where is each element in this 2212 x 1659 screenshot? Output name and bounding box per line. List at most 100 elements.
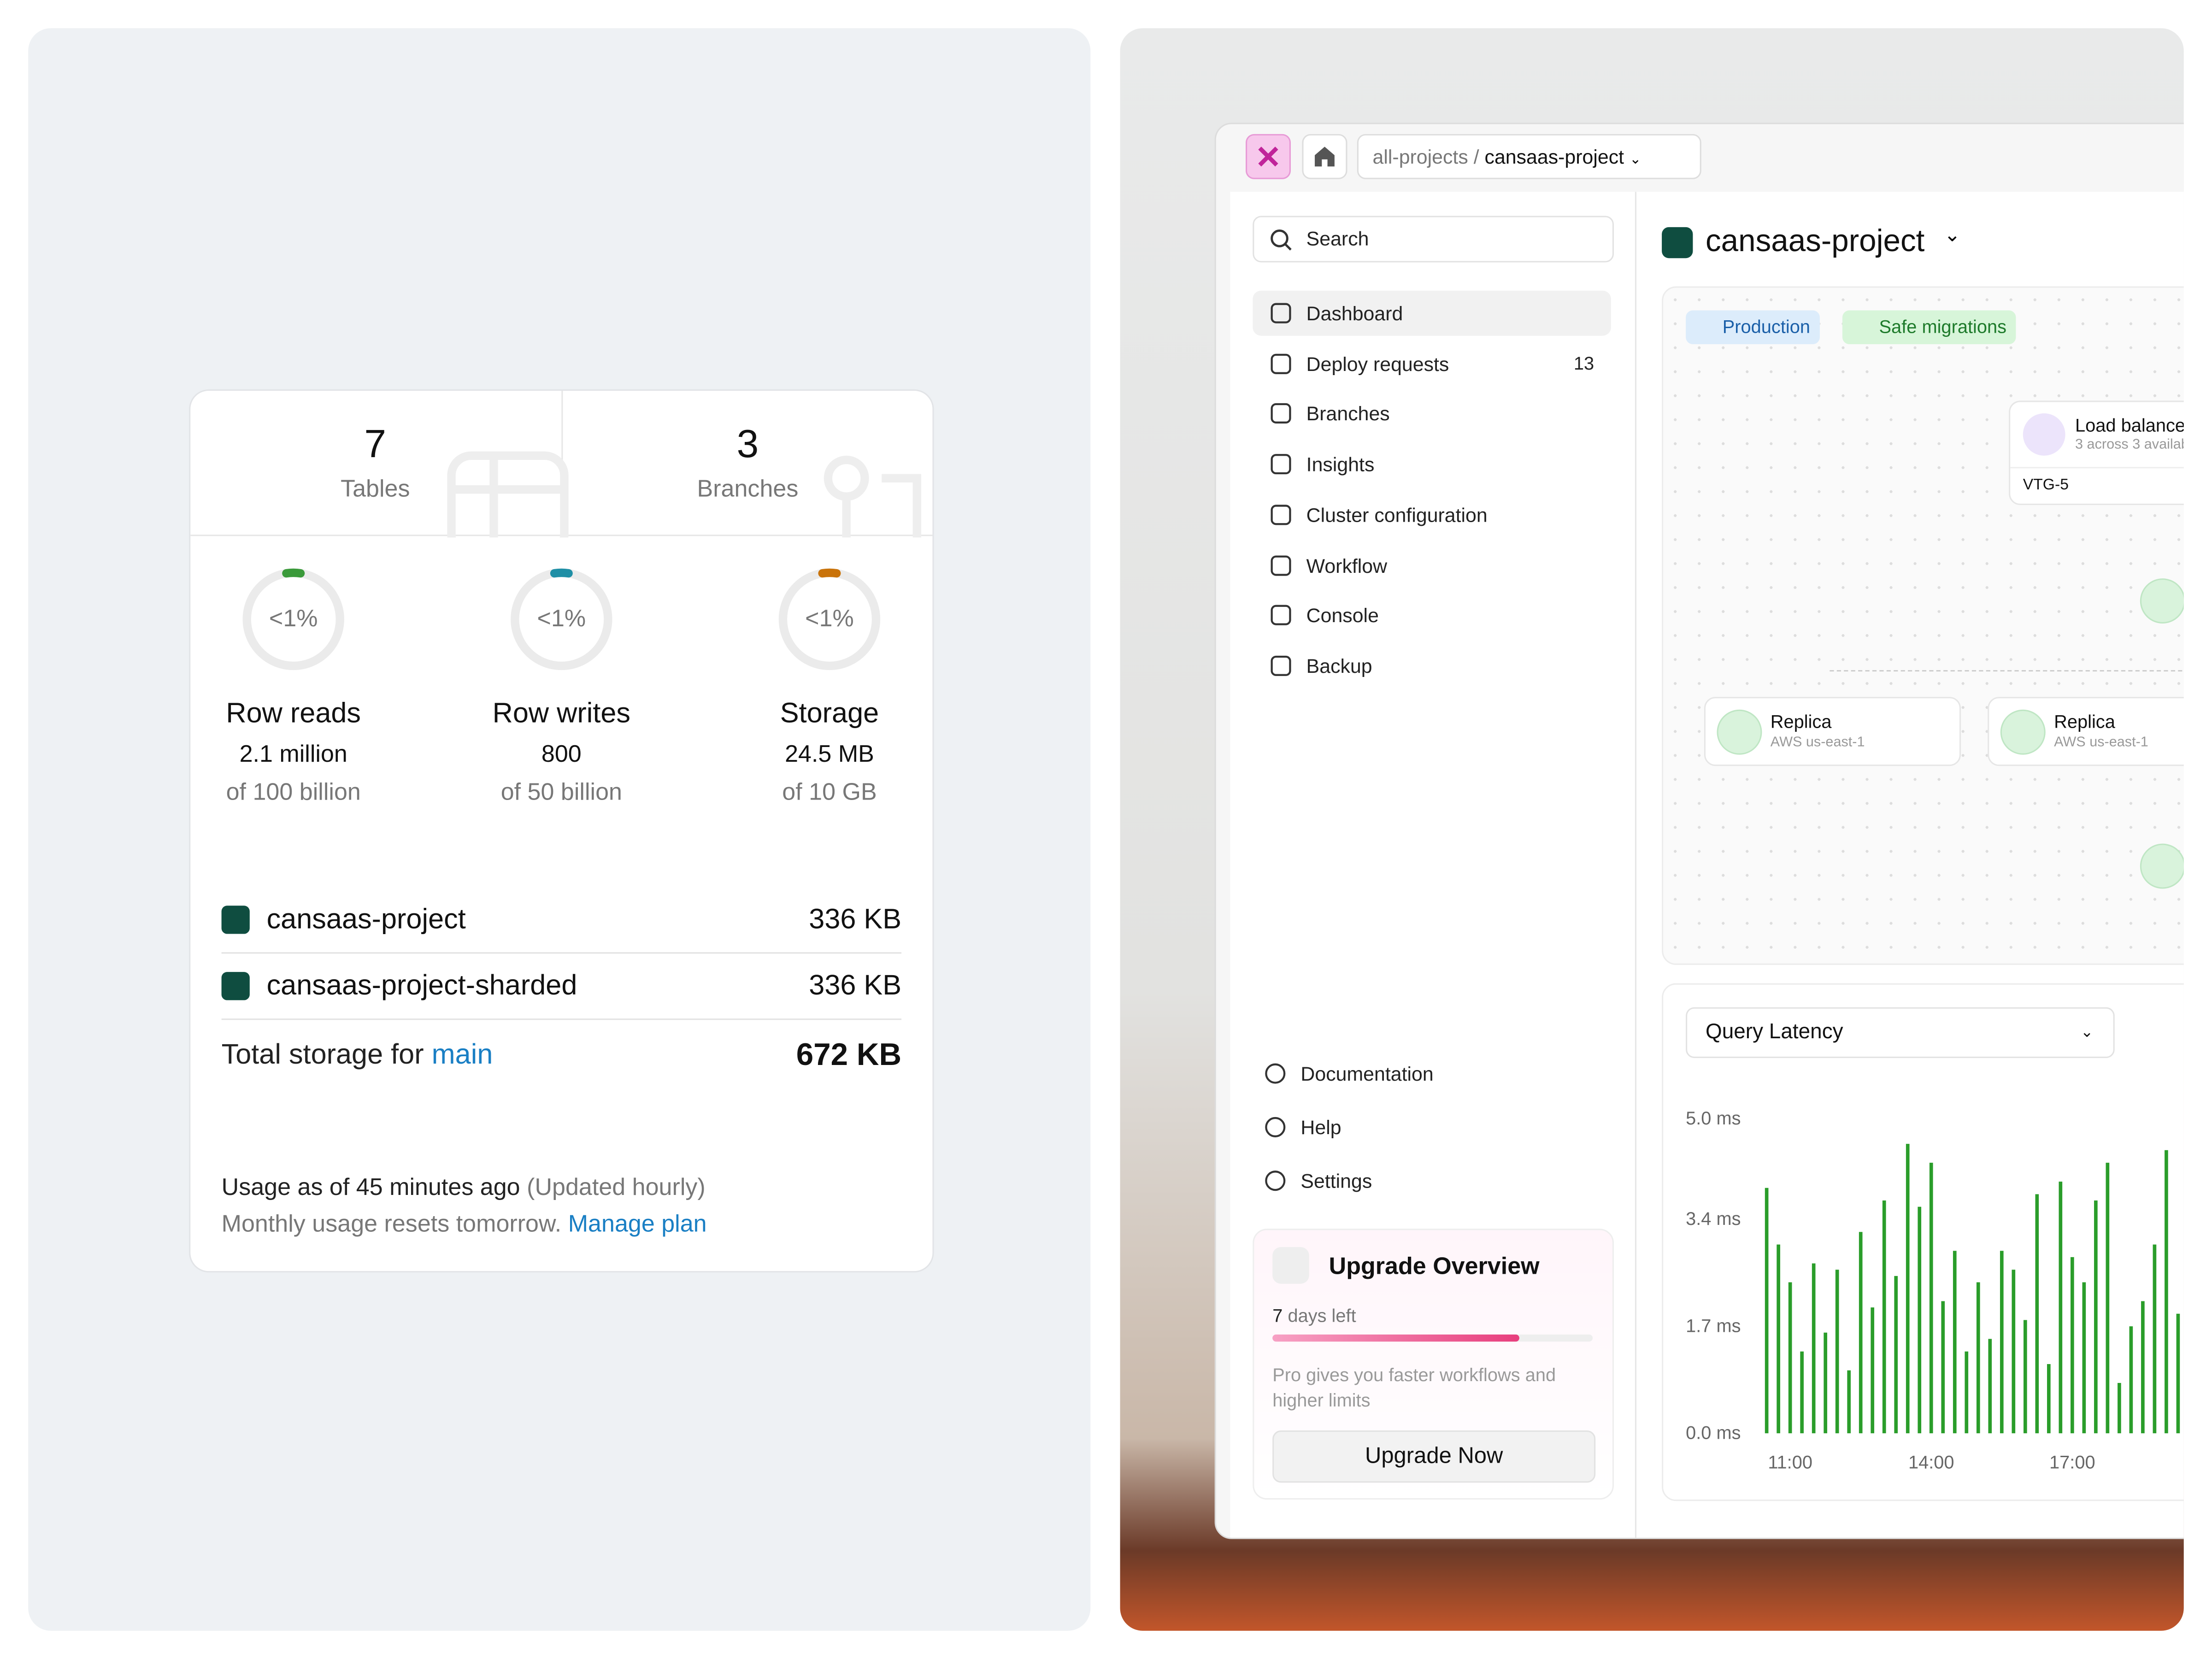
gauge-label: <1%	[537, 605, 586, 632]
nav-icon	[1271, 404, 1291, 424]
nav-icon	[1271, 454, 1291, 475]
manage-plan-link[interactable]: Manage plan	[568, 1210, 707, 1237]
db-size: 336 KB	[809, 971, 902, 1002]
node-icon[interactable]	[2140, 843, 2184, 889]
bar	[2118, 1382, 2121, 1434]
nav-label: Deploy requests	[1306, 352, 1449, 375]
chevron[interactable]: ⌄	[1944, 223, 1961, 246]
main-area: cansaas-project ⌄ Production Safe migrat…	[1636, 192, 2184, 1538]
progress-track	[1272, 1334, 1593, 1342]
shape	[1271, 229, 1292, 251]
nav-label: Branches	[1306, 402, 1390, 425]
text: Search	[1306, 227, 1369, 250]
nav-item[interactable]: Insights	[1253, 441, 1611, 487]
nav-icon	[1271, 554, 1291, 576]
shape	[824, 455, 869, 501]
bar	[1941, 1301, 1945, 1434]
shape: 3 across 3 availability zones	[2075, 437, 2184, 453]
meter-used: 800	[541, 741, 582, 768]
shape: Load balancers	[2075, 414, 2184, 436]
nav-item[interactable]: Cluster configuration	[1253, 492, 1611, 537]
shape	[1315, 147, 1335, 167]
nav-item[interactable]: Workflow	[1253, 542, 1611, 588]
stat-label: Tables	[341, 475, 410, 502]
shape	[2000, 709, 2046, 755]
total-size: 672 KB	[796, 1036, 902, 1072]
nav-label: Console	[1306, 604, 1379, 627]
nav-label: Settings	[1300, 1169, 1372, 1192]
shape: Replica	[2054, 711, 2115, 732]
y-tick-label: 0.0 ms	[1686, 1423, 1741, 1443]
breadcrumb[interactable]: all-projects / cansaas-project ⌄	[1357, 134, 1701, 179]
bar	[1800, 1351, 1804, 1434]
gauge-label: <1%	[269, 605, 318, 632]
shape	[1258, 147, 1278, 167]
bar	[2106, 1163, 2110, 1434]
x-tick-label: 11:00	[1768, 1453, 1812, 1473]
load-balancer-node[interactable]: Load balancers 3 across 3 availability z…	[2009, 400, 2184, 505]
y-tick-label: 1.7 ms	[1686, 1316, 1741, 1336]
nav-label: Insights	[1306, 453, 1375, 476]
bar	[2035, 1194, 2039, 1434]
nav-item[interactable]: Console	[1253, 593, 1611, 638]
bar	[2176, 1313, 2180, 1434]
search-box[interactable]: Search	[1253, 216, 1614, 263]
bar	[2094, 1200, 2098, 1434]
db-name[interactable]: cansaas-project	[266, 904, 466, 935]
nav-label: Cluster configuration	[1306, 503, 1488, 526]
text: 7	[1272, 1305, 1283, 1326]
nav-item[interactable]: Backup	[1253, 643, 1611, 688]
latency-panel: Query Latency ⌄ 0.0 ms 1.7 ms 3.4 ms 5.0 ms 1…	[1662, 983, 2184, 1501]
reset-note: Monthly usage resets tomorrow. Manage pl…	[222, 1211, 707, 1239]
bar	[1894, 1276, 1898, 1434]
stat-label: Branches	[697, 475, 799, 502]
metric-select[interactable]: Query Latency ⌄	[1686, 1007, 2115, 1058]
home-button[interactable]	[1302, 134, 1347, 179]
db-name[interactable]: cansaas-project-sharded	[266, 971, 577, 1002]
meter-limit: of 10 GB	[782, 778, 877, 806]
x-tick-label: 14:00	[1908, 1453, 1954, 1473]
bar	[2059, 1182, 2063, 1434]
text: days left	[1288, 1305, 1356, 1326]
branch-link[interactable]: main	[431, 1040, 493, 1071]
shape: AWS us-east-1	[2054, 735, 2148, 751]
upgrade-button[interactable]: Upgrade Now	[1272, 1430, 1596, 1483]
db-icon	[221, 972, 250, 1000]
replica-node[interactable]: Replica AWS us-east-1	[1988, 697, 2184, 766]
bar	[2000, 1251, 2004, 1434]
icon-shape	[1265, 1171, 1286, 1191]
nav-item[interactable]: Documentation	[1247, 1051, 1606, 1096]
meter-used: 24.5 MB	[785, 741, 874, 768]
shape: Replica	[1770, 711, 1832, 732]
shape	[1315, 147, 1335, 167]
nav-label: Backup	[1306, 654, 1372, 677]
meter-name: Storage	[780, 698, 879, 729]
icon-shape	[1271, 303, 1291, 324]
icon-shape	[1271, 605, 1291, 626]
bar	[1929, 1163, 1933, 1434]
usage-card: Total storage for main 672 KB Usage as o…	[189, 389, 934, 1273]
text: cansaas-project	[1484, 145, 1624, 168]
nav-item[interactable]: Branches	[1253, 391, 1611, 436]
nav-icon	[1265, 1117, 1286, 1137]
upgrade-text: Pro gives you faster workflows and highe…	[1272, 1364, 1556, 1411]
node-icon[interactable]	[2140, 578, 2184, 624]
nav-icon	[1271, 303, 1291, 324]
project-title[interactable]: cansaas-project	[1705, 223, 1925, 259]
nav-item[interactable]: Dashboard	[1253, 290, 1611, 336]
text: ⌄	[2080, 1024, 2094, 1041]
bar	[1777, 1244, 1780, 1434]
nav-item[interactable]: Help	[1247, 1105, 1606, 1150]
bar	[2071, 1257, 2074, 1434]
nav-label: Workflow	[1306, 553, 1388, 577]
x-tick-label: 17:00	[2049, 1453, 2095, 1473]
gauge-label: <1%	[805, 605, 854, 632]
nav-item[interactable]: Deploy requests 13	[1253, 341, 1611, 386]
replica-node[interactable]: Replica AWS us-east-1	[1704, 697, 1961, 766]
logo[interactable]	[1246, 134, 1291, 179]
icon-shape	[1265, 1063, 1286, 1084]
bar	[1871, 1307, 1875, 1434]
nav-item[interactable]: Settings	[1247, 1158, 1606, 1203]
shape	[1271, 229, 1288, 247]
y-tick-label: 3.4 ms	[1686, 1209, 1741, 1229]
